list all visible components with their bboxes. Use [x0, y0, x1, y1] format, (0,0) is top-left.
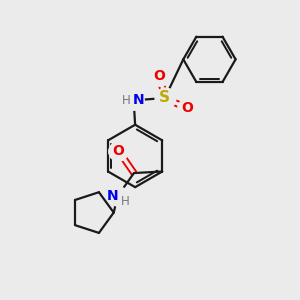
Text: O: O	[181, 101, 193, 116]
Text: H: H	[122, 94, 130, 107]
Text: N: N	[106, 189, 118, 203]
Text: H: H	[121, 195, 129, 208]
Text: O: O	[112, 144, 124, 158]
Text: S: S	[159, 91, 170, 106]
Text: N: N	[133, 93, 145, 107]
Text: O: O	[154, 69, 165, 83]
